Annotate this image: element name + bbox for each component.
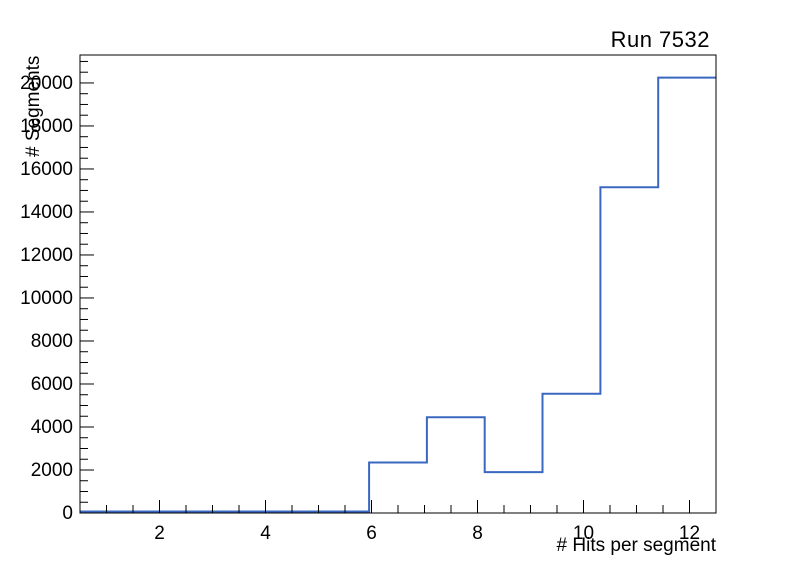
x-tick-label: 2 [154,523,165,544]
y-tick-label: 16000 [20,159,73,180]
plot-frame [79,54,717,514]
y-tick-label: 12000 [20,245,73,266]
y-tick-label: 4000 [31,417,73,438]
y-tick-label: 14000 [20,202,73,223]
y-tick-label: 20000 [20,73,73,94]
x-tick-label: 12 [679,523,700,544]
y-axis-title: # Segments [23,56,44,157]
x-tick-label: 10 [573,523,594,544]
y-tick-label: 8000 [31,331,73,352]
y-tick-label: 18000 [20,116,73,137]
y-tick-label: 6000 [31,374,73,395]
axis-tick-labels: 2 4 6 8 10 12 0 2000 4000 6000 8000 10000 12000 14000… [20,73,700,544]
axis-ticks [80,60,690,514]
chart-title: Run 7532 [611,27,710,52]
y-tick-label: 2000 [31,460,73,481]
histogram-step-line [80,76,716,513]
x-tick-label: 6 [366,523,377,544]
y-tick-label: 10000 [20,288,73,309]
y-tick-label: 0 [62,503,73,524]
x-tick-label: 4 [260,523,271,544]
x-axis-title: # Hits per segment [557,535,717,556]
x-tick-label: 8 [472,523,483,544]
